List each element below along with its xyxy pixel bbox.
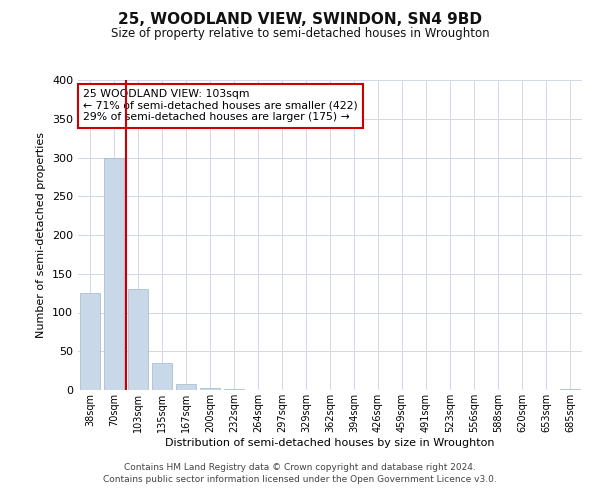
Bar <box>80 293 100 390</box>
Bar <box>104 158 124 390</box>
Text: Contains HM Land Registry data © Crown copyright and database right 2024.: Contains HM Land Registry data © Crown c… <box>124 464 476 472</box>
Bar <box>176 384 196 390</box>
Y-axis label: Number of semi-detached properties: Number of semi-detached properties <box>37 132 46 338</box>
Text: 25 WOODLAND VIEW: 103sqm
← 71% of semi-detached houses are smaller (422)
29% of : 25 WOODLAND VIEW: 103sqm ← 71% of semi-d… <box>83 90 358 122</box>
Text: 25, WOODLAND VIEW, SWINDON, SN4 9BD: 25, WOODLAND VIEW, SWINDON, SN4 9BD <box>118 12 482 28</box>
Bar <box>200 388 220 390</box>
Text: Contains public sector information licensed under the Open Government Licence v3: Contains public sector information licen… <box>103 474 497 484</box>
Bar <box>152 363 172 390</box>
Bar <box>224 389 244 390</box>
Text: Size of property relative to semi-detached houses in Wroughton: Size of property relative to semi-detach… <box>110 28 490 40</box>
Bar <box>128 289 148 390</box>
Bar <box>560 389 580 390</box>
X-axis label: Distribution of semi-detached houses by size in Wroughton: Distribution of semi-detached houses by … <box>165 438 495 448</box>
